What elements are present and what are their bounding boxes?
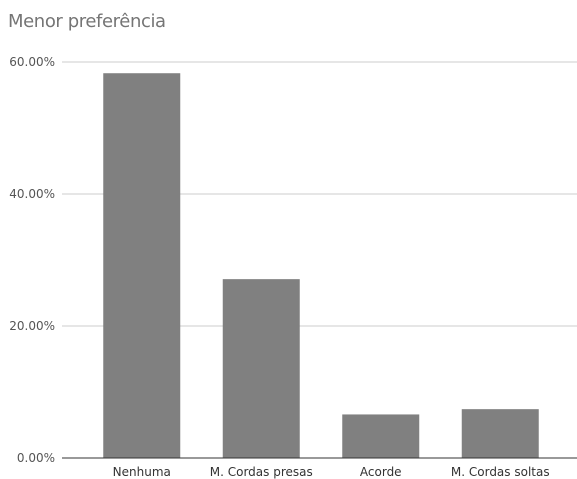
x-axis-category-labels: Nenhuma M. Cordas presas Acorde M. Cordas s… bbox=[113, 465, 550, 479]
y-axis-tick-labels: 0.00% 20.00% 40.00% 60.00% bbox=[9, 55, 55, 465]
y-tick-label: 40.00% bbox=[9, 187, 55, 201]
y-tick-label: 0.00% bbox=[17, 451, 55, 465]
y-tick-label: 20.00% bbox=[9, 319, 55, 333]
x-category-label: M. Cordas presas bbox=[210, 465, 313, 479]
chart-title: Menor preferência bbox=[8, 11, 166, 32]
bar bbox=[103, 73, 181, 458]
bar bbox=[461, 409, 539, 458]
y-tick-label: 60.00% bbox=[9, 55, 55, 69]
bar bbox=[342, 414, 420, 458]
x-category-label: M. Cordas soltas bbox=[451, 465, 550, 479]
bars bbox=[103, 73, 539, 458]
x-category-label: Acorde bbox=[360, 465, 402, 479]
x-category-label: Nenhuma bbox=[113, 465, 171, 479]
bar bbox=[222, 279, 300, 458]
